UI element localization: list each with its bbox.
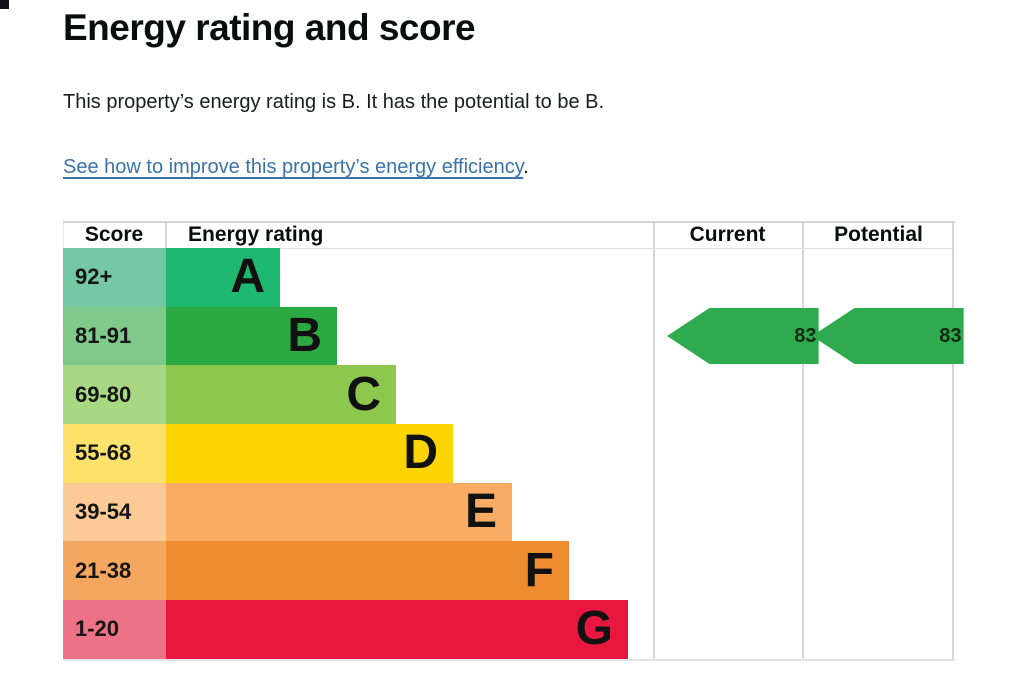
column-header-potential: Potential (834, 223, 923, 246)
improve-efficiency-link-line: See how to improve this property’s energ… (63, 156, 529, 179)
band-bar-b: B (166, 306, 337, 366)
header-underline (63, 248, 955, 249)
potential-band-letter: B (973, 324, 988, 347)
current-column-border (653, 223, 655, 659)
band-row-g: 1-20 G (63, 600, 955, 659)
band-bar-f: F (166, 541, 569, 601)
band-bar-g: G (166, 600, 628, 659)
band-row-d: 55-68 D (63, 424, 955, 483)
potential-column-border (802, 223, 804, 659)
score-range-cell: 81-91 (63, 306, 166, 366)
column-header-energy-rating: Energy rating (188, 223, 324, 246)
column-header-score: Score (84, 223, 144, 246)
band-row-c: 69-80 C (63, 365, 955, 425)
score-header-divider (165, 223, 167, 248)
band-row-f: 21-38 F (63, 541, 955, 601)
screen-corner-artifact (0, 0, 9, 9)
improve-efficiency-link[interactable]: See how to improve this property’s energ… (63, 156, 524, 178)
band-letter: B (287, 309, 322, 363)
band-letter: E (464, 485, 497, 539)
band-row-b: 81-91 B (63, 306, 955, 366)
rating-band-rows: 92+ A 81-91 B 69-80 C 55-68 D 39-54 E 21… (63, 248, 955, 659)
band-row-a: 92+ A (63, 248, 955, 307)
band-bar-c: C (166, 365, 396, 425)
band-bar-d: D (166, 424, 453, 483)
energy-rating-summary-text: This property’s energy rating is B. It h… (63, 91, 605, 113)
band-letter: C (346, 367, 381, 421)
column-header-current: Current (689, 223, 766, 246)
link-trailing-period: . (523, 156, 529, 178)
band-row-e: 39-54 E (63, 482, 955, 542)
band-bar-e: E (166, 482, 512, 542)
score-range-cell: 1-20 (63, 600, 166, 659)
score-range-cell: 92+ (63, 248, 166, 307)
score-range-cell: 69-80 (63, 365, 166, 425)
score-range-cell: 55-68 (63, 424, 166, 483)
band-letter: D (403, 426, 438, 480)
band-letter: F (524, 543, 554, 597)
energy-rating-table: Score Energy rating Current Potential 92… (63, 221, 964, 661)
table-right-border (952, 223, 954, 659)
band-letter: G (575, 602, 613, 656)
table-header-row: Score Energy rating Current Potential (63, 223, 955, 248)
score-range-cell: 39-54 (63, 482, 166, 542)
band-letter: A (230, 250, 265, 304)
band-bar-a: A (166, 248, 280, 307)
score-range-cell: 21-38 (63, 541, 166, 601)
page-title: Energy rating and score (63, 7, 476, 48)
potential-score-value: 83 (939, 324, 962, 347)
current-score-value: 83 (794, 324, 817, 347)
